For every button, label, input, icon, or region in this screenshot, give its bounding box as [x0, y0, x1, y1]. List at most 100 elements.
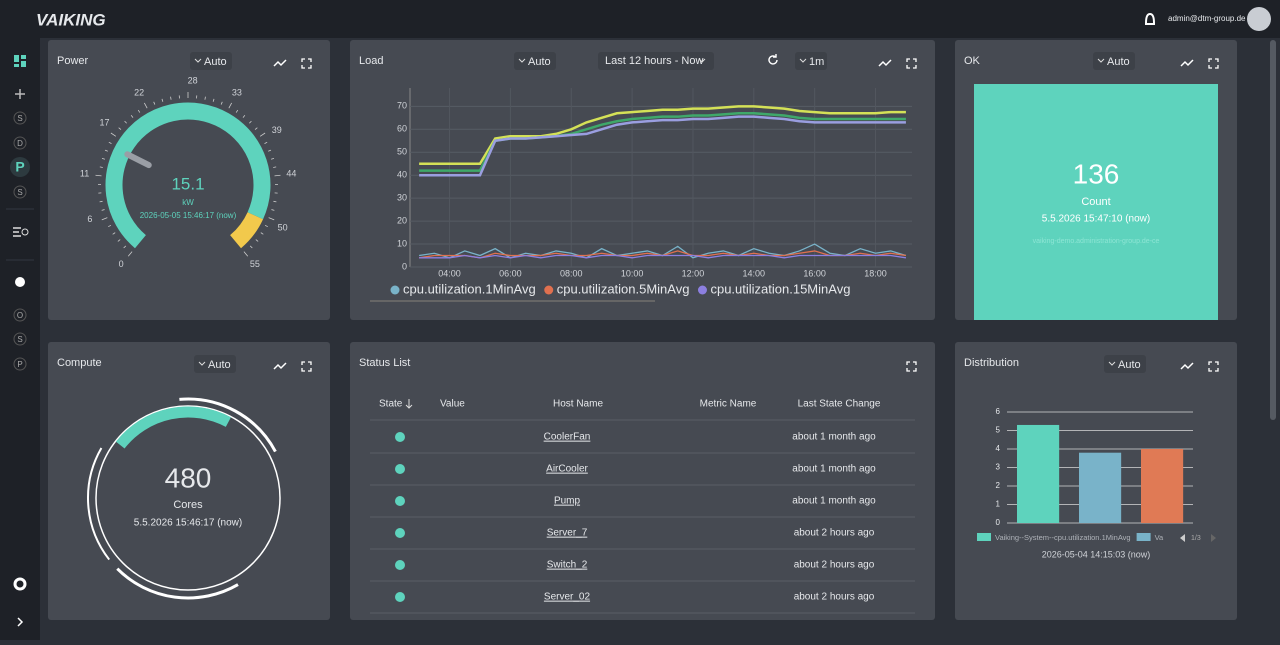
- avatar[interactable]: [1247, 7, 1271, 31]
- x-tick-label: 08:00: [560, 268, 583, 278]
- stat-value: 480: [165, 462, 212, 493]
- chart-timestamp: 2026-05-04 14:15:03 (now): [1042, 549, 1151, 559]
- logo[interactable]: VAIKING: [36, 10, 106, 29]
- column-header[interactable]: State: [379, 399, 403, 410]
- legend-page: 1/3: [1191, 535, 1201, 542]
- legend-marker[interactable]: [391, 286, 400, 295]
- stat-host: vaiking-demo.administration-group.de-ce: [1033, 238, 1160, 245]
- timer-icon[interactable]: [15, 277, 25, 287]
- y-tick-label: 60: [397, 124, 407, 134]
- column-header[interactable]: Host Name: [553, 399, 603, 410]
- scrollbar[interactable]: [1270, 40, 1276, 420]
- gauge-tick-label: 39: [272, 125, 282, 135]
- state-change: about 1 month ago: [792, 464, 876, 475]
- x-tick-label: 16:00: [803, 268, 826, 278]
- panel-title: OK: [964, 55, 981, 67]
- dropdown-label[interactable]: Auto: [1107, 56, 1130, 68]
- host-link[interactable]: Server_02: [544, 592, 591, 603]
- gauge-tick-label: 6: [87, 214, 92, 224]
- nav-item[interactable]: S: [17, 188, 22, 197]
- legend-label[interactable]: cpu.utilization.15MinAvg: [710, 281, 850, 296]
- y-tick-label: 2: [996, 481, 1001, 490]
- gauge-minor-tick: [100, 201, 103, 202]
- panel-title: Distribution: [964, 357, 1019, 369]
- panel-title: Load: [359, 55, 383, 67]
- state-change: about 2 hours ago: [794, 528, 875, 539]
- x-tick-label: 10:00: [621, 268, 644, 278]
- gauge-tick-label: 22: [134, 88, 144, 98]
- panel-title: Power: [57, 55, 89, 67]
- state-change: about 2 hours ago: [794, 592, 875, 603]
- gauge-minor-tick: [273, 201, 276, 202]
- gauge-unit: kW: [182, 198, 194, 207]
- host-link[interactable]: Switch_2: [547, 560, 588, 571]
- nav-item[interactable]: P: [15, 159, 24, 175]
- stat-label: Cores: [173, 499, 203, 511]
- user-name[interactable]: admin@dtm-group.de: [1168, 14, 1246, 23]
- legend-label[interactable]: Va: [1155, 533, 1164, 542]
- legend-marker[interactable]: [698, 286, 707, 295]
- dropdown-label[interactable]: Auto: [204, 56, 227, 68]
- nav-item[interactable]: P: [17, 360, 22, 369]
- x-tick-label: 06:00: [499, 268, 522, 278]
- y-tick-label: 0: [402, 261, 407, 271]
- panel: [350, 342, 935, 620]
- dropdown-label[interactable]: Auto: [208, 359, 231, 371]
- x-tick-label: 18:00: [864, 268, 887, 278]
- state-dot: [395, 528, 405, 538]
- y-tick-label: 20: [397, 215, 407, 225]
- dropdown-label[interactable]: Auto: [528, 56, 551, 68]
- y-tick-label: 5: [996, 426, 1001, 435]
- y-tick-label: 70: [397, 101, 407, 111]
- state-dot: [395, 464, 405, 474]
- column-header[interactable]: Metric Name: [700, 399, 757, 410]
- stat-timestamp: 5.5.2026 15:47:10 (now): [1042, 214, 1150, 225]
- legend-marker[interactable]: [544, 286, 553, 295]
- state-dot: [395, 592, 405, 602]
- y-tick-label: 40: [397, 170, 407, 180]
- dropdown-label[interactable]: 1m: [809, 56, 824, 68]
- legend-marker[interactable]: [1137, 533, 1151, 541]
- bar: [1079, 453, 1121, 523]
- legend-marker[interactable]: [977, 533, 991, 541]
- panel-title: Compute: [57, 357, 102, 369]
- host-link[interactable]: Server_7: [547, 528, 588, 539]
- y-tick-label: 4: [996, 444, 1001, 453]
- column-header[interactable]: Last State Change: [798, 399, 881, 410]
- x-tick-label: 12:00: [682, 268, 705, 278]
- y-tick-label: 0: [996, 518, 1001, 527]
- state-change: about 2 hours ago: [794, 560, 875, 571]
- x-tick-label: 04:00: [438, 268, 461, 278]
- legend-label[interactable]: cpu.utilization.5MinAvg: [557, 281, 690, 296]
- time-range[interactable]: Last 12 hours - Now: [605, 55, 703, 67]
- gauge-value: 15.1: [171, 174, 204, 193]
- nav-item[interactable]: O: [17, 311, 23, 320]
- y-tick-label: 6: [996, 407, 1001, 416]
- host-link[interactable]: Pump: [554, 496, 581, 507]
- gauge-tick-label: 28: [188, 75, 198, 85]
- host-link[interactable]: AirCooler: [546, 464, 588, 475]
- bar: [1017, 425, 1059, 523]
- nav-item[interactable]: D: [17, 139, 23, 148]
- header-bar: [0, 0, 1280, 38]
- state-change: about 1 month ago: [792, 432, 876, 443]
- y-tick-label: 50: [397, 147, 407, 157]
- y-tick-label: 1: [996, 500, 1001, 509]
- nav-item[interactable]: S: [17, 114, 22, 123]
- state-dot: [395, 432, 405, 442]
- state-change: about 1 month ago: [792, 496, 876, 507]
- column-header[interactable]: Value: [440, 399, 465, 410]
- gauge-tick-label: 17: [99, 117, 109, 127]
- host-link[interactable]: CoolerFan: [544, 432, 591, 443]
- legend-label[interactable]: Vaiking--System--cpu.utilization.1MinAvg: [995, 533, 1131, 542]
- legend-label[interactable]: cpu.utilization.1MinAvg: [403, 281, 536, 296]
- dropdown-label[interactable]: Auto: [1118, 359, 1141, 371]
- nav-item[interactable]: S: [17, 335, 22, 344]
- x-tick-label: 14:00: [743, 268, 766, 278]
- gauge-tick-label: 33: [232, 88, 242, 98]
- stat-label: Count: [1081, 196, 1110, 208]
- bar: [1141, 449, 1183, 523]
- state-dot: [395, 560, 405, 570]
